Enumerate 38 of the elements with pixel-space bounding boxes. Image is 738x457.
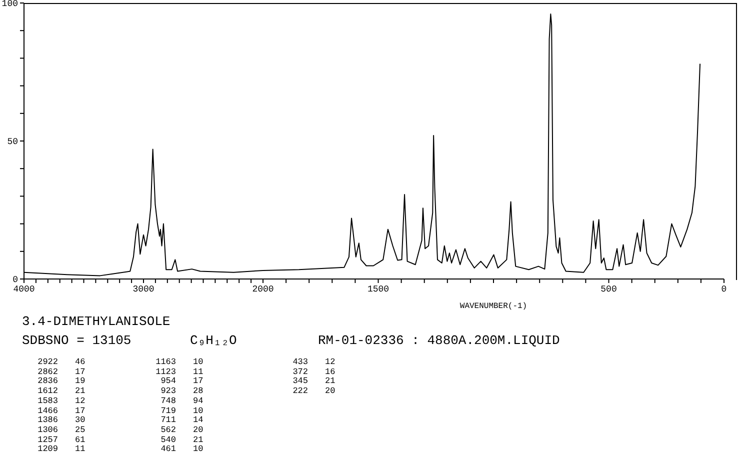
text: 3.4-DIMETHYLANISOLE [22,314,170,329]
x-axis-title: WAVENUMBER(-1) [460,302,528,311]
text: 954 17 [160,376,204,386]
text: 2836 19 [38,376,86,386]
text: 2862 17 [38,366,86,377]
text: 1466 17 [38,406,86,416]
text: 1123 11 [156,366,204,377]
text: 1612 21 [38,386,86,396]
y-tick-label: 0 [12,275,18,286]
text: C₉H₁₂O [190,333,237,348]
text: 540 21 [160,434,204,445]
x-tick-label: 2000 [252,284,274,294]
text: 1209 11 [38,444,86,454]
x-tick-label: 4000 [13,284,35,294]
text: 923 28 [160,386,204,396]
y-tick-label: 50 [7,137,18,148]
text: SDBSNO = 13105 [22,333,132,348]
text: 372 16 [292,366,336,377]
text: 1583 12 [38,396,86,406]
text: 222 20 [292,386,336,396]
x-tick-label: 3000 [132,284,154,294]
text: 345 21 [292,376,336,386]
text: 1163 10 [156,357,204,367]
text: 748 94 [160,396,204,406]
text: 1306 25 [38,424,86,435]
x-tick-label: 500 [600,284,617,294]
text: 1386 30 [38,415,86,426]
y-tick-label: 100 [2,0,18,10]
text: 433 12 [292,357,336,367]
text: 719 10 [160,406,204,416]
x-tick-label: 1500 [367,284,390,294]
text: 562 20 [160,424,204,435]
x-tick-label: 0 [721,284,727,294]
text: RM-01-02336 : 4880A.200M.LIQUID [318,333,560,348]
text: 461 10 [160,444,204,454]
text: 2922 46 [38,357,86,367]
text: 1257 61 [38,434,86,445]
text: 711 14 [160,415,204,426]
